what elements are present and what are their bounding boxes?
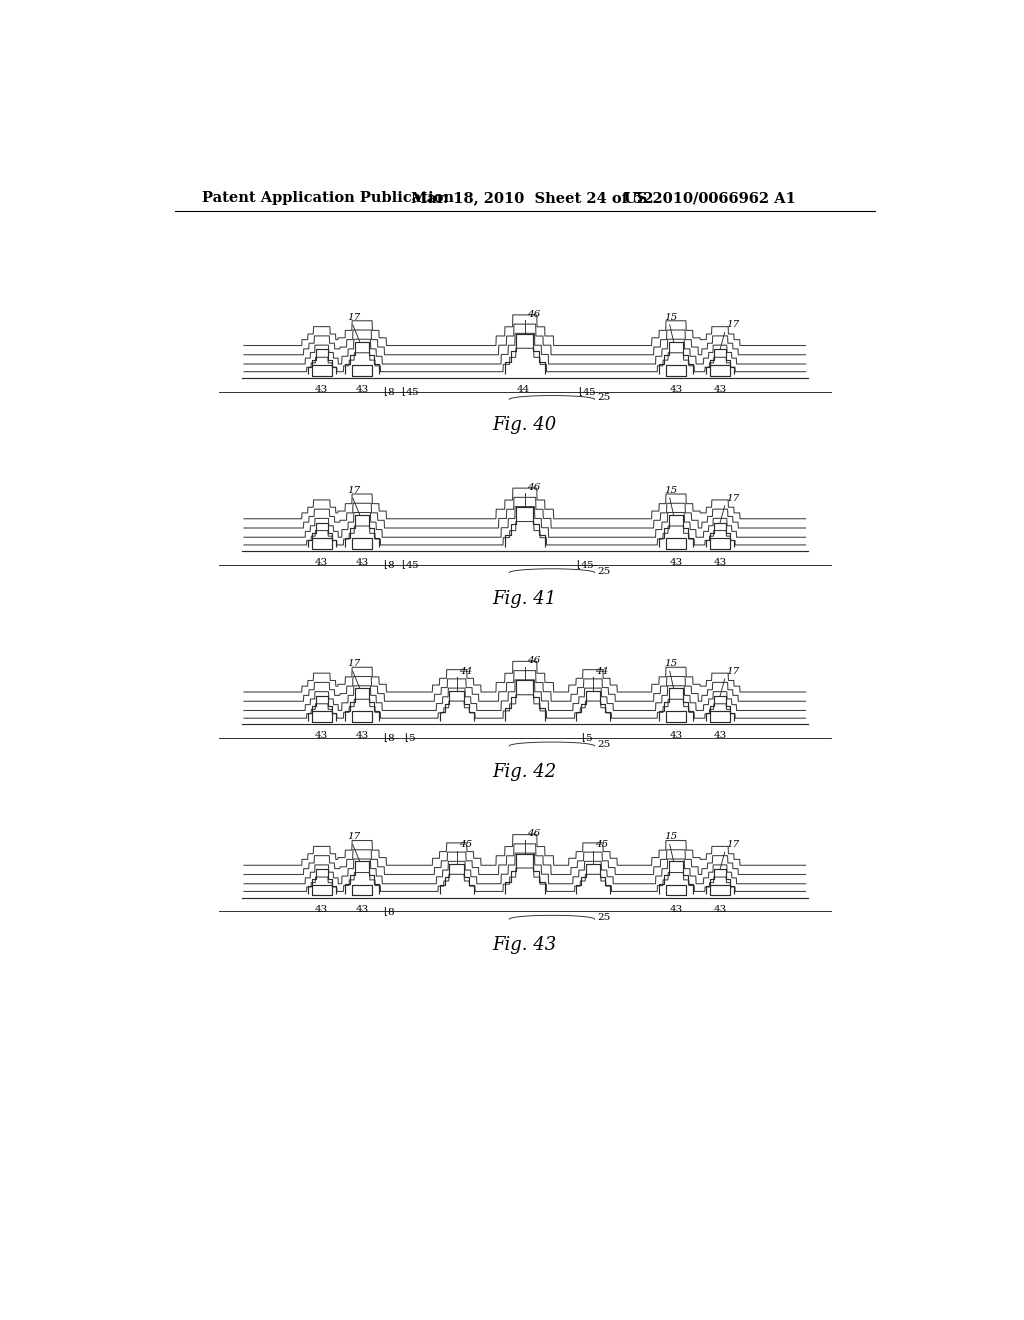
Text: 17: 17 bbox=[348, 486, 360, 495]
Text: 43: 43 bbox=[714, 731, 727, 741]
Text: 45: 45 bbox=[595, 840, 608, 849]
Text: 46: 46 bbox=[527, 656, 541, 665]
Text: 43: 43 bbox=[670, 904, 683, 913]
Text: 44: 44 bbox=[595, 667, 608, 676]
Text: 43: 43 bbox=[355, 731, 369, 741]
Text: $\lfloor$45-: $\lfloor$45- bbox=[575, 558, 598, 572]
Text: 17: 17 bbox=[348, 313, 360, 322]
Text: 43: 43 bbox=[714, 385, 727, 393]
Text: 25: 25 bbox=[597, 566, 610, 576]
Text: 46: 46 bbox=[527, 829, 541, 838]
Text: 17: 17 bbox=[726, 667, 739, 676]
Text: $\lfloor$8: $\lfloor$8 bbox=[383, 904, 395, 917]
Text: 15: 15 bbox=[665, 486, 678, 495]
Text: 25: 25 bbox=[597, 393, 610, 403]
Text: 17: 17 bbox=[726, 840, 739, 849]
Text: 15: 15 bbox=[665, 833, 678, 841]
Text: Fig. 43: Fig. 43 bbox=[493, 936, 557, 954]
Text: $\lfloor$5: $\lfloor$5 bbox=[581, 731, 593, 744]
Text: 17: 17 bbox=[348, 833, 360, 841]
Text: $\lfloor$45: $\lfloor$45 bbox=[578, 385, 596, 397]
Text: 43: 43 bbox=[355, 558, 369, 568]
Text: 43: 43 bbox=[714, 904, 727, 913]
Text: Fig. 41: Fig. 41 bbox=[493, 590, 557, 607]
Text: 43: 43 bbox=[315, 904, 329, 913]
Text: 43: 43 bbox=[355, 385, 369, 393]
Text: 44: 44 bbox=[517, 385, 529, 393]
Text: 17: 17 bbox=[726, 494, 739, 503]
Text: $\lfloor$8: $\lfloor$8 bbox=[383, 731, 395, 744]
Text: 43: 43 bbox=[670, 558, 683, 568]
Text: 46: 46 bbox=[527, 483, 541, 492]
Text: 43: 43 bbox=[315, 558, 329, 568]
Text: 43: 43 bbox=[670, 731, 683, 741]
Text: 45: 45 bbox=[459, 840, 472, 849]
Text: $\lfloor$45: $\lfloor$45 bbox=[400, 385, 420, 397]
Text: $\lfloor$8: $\lfloor$8 bbox=[383, 558, 395, 572]
Text: 15: 15 bbox=[665, 313, 678, 322]
Text: 43: 43 bbox=[355, 904, 369, 913]
Text: 17: 17 bbox=[726, 321, 739, 330]
Text: $\lfloor$45: $\lfloor$45 bbox=[400, 558, 420, 572]
Text: $\lfloor$5: $\lfloor$5 bbox=[404, 731, 416, 744]
Text: 46: 46 bbox=[527, 310, 541, 318]
Text: Mar. 18, 2010  Sheet 24 of 52: Mar. 18, 2010 Sheet 24 of 52 bbox=[411, 191, 653, 206]
Text: 43: 43 bbox=[670, 385, 683, 393]
Text: 44: 44 bbox=[459, 667, 472, 676]
Text: 43: 43 bbox=[315, 385, 329, 393]
Text: 25: 25 bbox=[597, 913, 610, 923]
Text: 17: 17 bbox=[348, 659, 360, 668]
Text: $\lfloor$8: $\lfloor$8 bbox=[383, 385, 395, 397]
Text: US 2010/0066962 A1: US 2010/0066962 A1 bbox=[624, 191, 796, 206]
Text: 43: 43 bbox=[714, 558, 727, 568]
Text: Patent Application Publication: Patent Application Publication bbox=[202, 191, 454, 206]
Text: 15: 15 bbox=[665, 659, 678, 668]
Text: Fig. 40: Fig. 40 bbox=[493, 416, 557, 434]
Text: 43: 43 bbox=[315, 731, 329, 741]
Text: 25: 25 bbox=[597, 741, 610, 748]
Text: Fig. 42: Fig. 42 bbox=[493, 763, 557, 781]
